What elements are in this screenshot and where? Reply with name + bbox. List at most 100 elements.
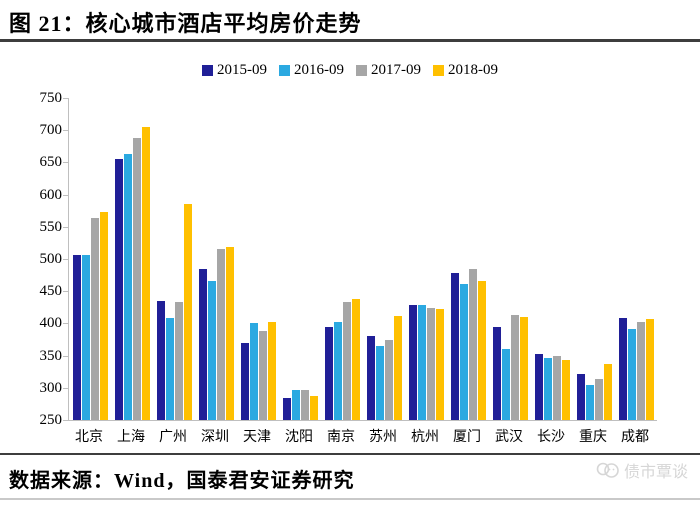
y-tick-label: 600 bbox=[39, 186, 63, 203]
x-tick-label-北京: 北京 bbox=[75, 430, 103, 445]
y-tick-mark bbox=[63, 162, 68, 164]
legend-item-2015-09: 2015-09 bbox=[202, 62, 267, 79]
bar-group-杭州 bbox=[405, 98, 447, 420]
x-tick-label-苏州: 苏州 bbox=[369, 430, 397, 445]
bar-上海-2016-09 bbox=[123, 154, 132, 420]
legend-item-2018-09: 2018-09 bbox=[433, 62, 498, 79]
bar-杭州-2015-09 bbox=[408, 304, 417, 420]
bar-南京-2016-09 bbox=[333, 321, 342, 420]
bar-厦门-2016-09 bbox=[459, 284, 468, 420]
watermark: 债市覃谈 bbox=[596, 458, 688, 482]
x-tick-label-天津: 天津 bbox=[243, 430, 271, 445]
bar-北京-2018-09 bbox=[99, 212, 108, 420]
plot-area bbox=[68, 98, 657, 421]
bar-沈阳-2018-09 bbox=[309, 396, 318, 420]
bar-group-沈阳 bbox=[279, 98, 321, 420]
bar-杭州-2017-09 bbox=[426, 307, 435, 420]
bar-厦门-2018-09 bbox=[477, 280, 486, 420]
footer-divider bbox=[0, 453, 700, 455]
bar-成都-2015-09 bbox=[618, 318, 627, 420]
data-source: 数据来源：Wind，国泰君安证券研究 bbox=[9, 470, 355, 492]
legend-swatch bbox=[279, 65, 290, 76]
x-tick-label-成都: 成都 bbox=[621, 430, 649, 445]
bar-成都-2018-09 bbox=[645, 318, 654, 420]
legend-label: 2018-09 bbox=[448, 62, 498, 78]
x-tick-label-杭州: 杭州 bbox=[411, 430, 439, 445]
bar-group-成都 bbox=[615, 98, 657, 420]
bar-深圳-2017-09 bbox=[216, 249, 225, 420]
bar-长沙-2015-09 bbox=[534, 354, 543, 420]
x-tick-label-长沙: 长沙 bbox=[537, 430, 565, 445]
bar-groups bbox=[69, 98, 657, 420]
x-axis-labels: 北京 上海 广州 深圳 天津 沈阳 南京 苏州 杭州 厦门 武汉 长沙 重庆 成都 bbox=[68, 426, 656, 446]
bar-group-上海 bbox=[111, 98, 153, 420]
bar-深圳-2016-09 bbox=[207, 280, 216, 420]
bar-杭州-2018-09 bbox=[435, 308, 444, 420]
bar-group-长沙 bbox=[531, 98, 573, 420]
bar-成都-2017-09 bbox=[636, 322, 645, 420]
bar-group-广州 bbox=[153, 98, 195, 420]
bar-上海-2017-09 bbox=[132, 137, 141, 420]
bar-重庆-2017-09 bbox=[594, 379, 603, 420]
bar-广州-2018-09 bbox=[183, 203, 192, 420]
bar-厦门-2017-09 bbox=[468, 269, 477, 420]
bar-group-天津 bbox=[237, 98, 279, 420]
y-tick-mark bbox=[63, 194, 68, 196]
title-divider bbox=[0, 39, 700, 42]
y-tick-label: 450 bbox=[39, 283, 63, 300]
legend-item-2017-09: 2017-09 bbox=[356, 62, 421, 79]
bar-长沙-2016-09 bbox=[543, 357, 552, 420]
bar-沈阳-2017-09 bbox=[300, 389, 309, 420]
y-tick-label: 400 bbox=[39, 315, 63, 332]
bar-武汉-2016-09 bbox=[501, 348, 510, 420]
y-tick-mark bbox=[63, 98, 68, 99]
bar-重庆-2015-09 bbox=[576, 373, 585, 420]
bar-上海-2018-09 bbox=[141, 127, 150, 420]
bar-group-武汉 bbox=[489, 98, 531, 420]
x-tick-label-上海: 上海 bbox=[117, 430, 145, 445]
x-tick-label-南京: 南京 bbox=[327, 430, 355, 445]
y-tick-mark bbox=[63, 355, 68, 357]
y-tick-label: 350 bbox=[39, 347, 63, 364]
bar-成都-2016-09 bbox=[627, 328, 636, 420]
bar-苏州-2015-09 bbox=[366, 336, 375, 420]
y-tick-label: 650 bbox=[39, 154, 63, 171]
y-tick-label: 250 bbox=[39, 412, 63, 428]
x-tick-label-沈阳: 沈阳 bbox=[285, 430, 313, 445]
bar-重庆-2016-09 bbox=[585, 385, 594, 420]
legend-label: 2016-09 bbox=[294, 62, 344, 78]
bar-广州-2015-09 bbox=[156, 300, 165, 420]
bar-武汉-2015-09 bbox=[492, 327, 501, 420]
bar-杭州-2016-09 bbox=[417, 304, 426, 420]
watermark-icon bbox=[596, 462, 619, 478]
figure-title: 图 21：核心城市酒店平均房价走势 bbox=[9, 11, 362, 36]
bar-苏州-2017-09 bbox=[384, 340, 393, 420]
bar-重庆-2018-09 bbox=[603, 364, 612, 420]
y-tick-mark bbox=[63, 130, 68, 132]
y-tick-mark bbox=[63, 420, 68, 421]
y-tick-mark bbox=[63, 259, 68, 260]
y-tick-label: 500 bbox=[39, 251, 63, 267]
x-tick-label-重庆: 重庆 bbox=[579, 430, 607, 445]
bar-天津-2016-09 bbox=[249, 322, 258, 420]
bar-深圳-2018-09 bbox=[225, 246, 234, 420]
x-tick-label-厦门: 厦门 bbox=[453, 430, 481, 445]
bar-武汉-2018-09 bbox=[519, 317, 528, 420]
legend-label: 2017-09 bbox=[371, 62, 421, 78]
bar-北京-2015-09 bbox=[72, 255, 81, 420]
bar-group-北京 bbox=[69, 98, 111, 420]
bar-group-苏州 bbox=[363, 98, 405, 420]
legend-swatch bbox=[202, 65, 213, 76]
bar-group-深圳 bbox=[195, 98, 237, 420]
bar-北京-2017-09 bbox=[90, 217, 99, 420]
legend-label: 2015-09 bbox=[217, 62, 267, 78]
bar-长沙-2018-09 bbox=[561, 359, 570, 420]
y-tick-label: 700 bbox=[39, 122, 63, 139]
bar-上海-2015-09 bbox=[114, 158, 123, 420]
bar-苏州-2016-09 bbox=[375, 345, 384, 420]
y-tick-label: 750 bbox=[39, 90, 63, 106]
x-tick-label-广州: 广州 bbox=[159, 430, 187, 445]
bar-长沙-2017-09 bbox=[552, 355, 561, 420]
bar-沈阳-2016-09 bbox=[291, 390, 300, 420]
